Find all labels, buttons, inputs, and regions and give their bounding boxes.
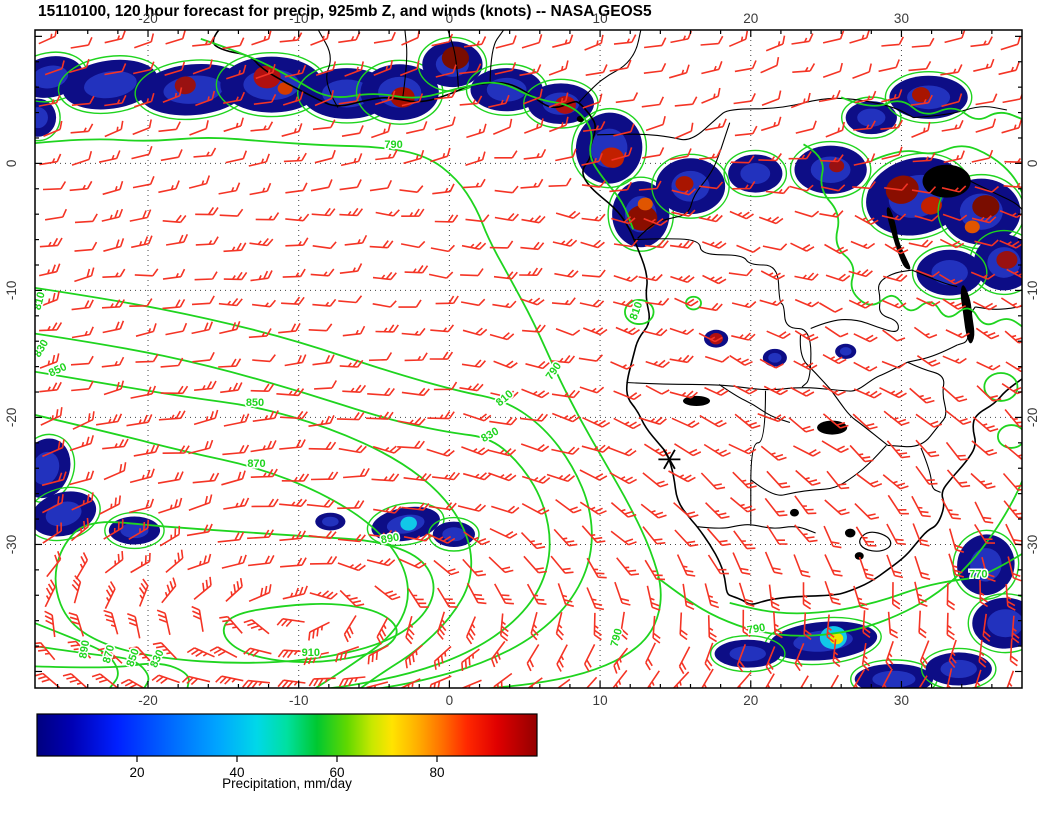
country-border xyxy=(447,30,459,89)
svg-text:870: 870 xyxy=(247,458,265,470)
country-border xyxy=(402,30,408,99)
country-border xyxy=(750,390,767,525)
colorbar-tick-label: 40 xyxy=(229,765,244,780)
country-border xyxy=(750,445,887,496)
precip-blob xyxy=(709,635,786,673)
svg-text:-20: -20 xyxy=(1025,408,1040,428)
lakes-layer xyxy=(576,115,975,560)
svg-text:790: 790 xyxy=(746,622,766,637)
svg-text:830: 830 xyxy=(148,648,167,670)
svg-text:-20: -20 xyxy=(138,11,158,26)
precip-blob xyxy=(789,140,872,199)
svg-text:890: 890 xyxy=(380,531,400,546)
country-border xyxy=(959,175,1022,211)
svg-text:830: 830 xyxy=(479,425,501,445)
svg-text:-10: -10 xyxy=(289,693,309,708)
precip-blob xyxy=(428,516,480,552)
svg-text:850: 850 xyxy=(246,397,264,409)
svg-text:20: 20 xyxy=(743,11,758,26)
figure-title: 15110100, 120 hour forecast for precip, … xyxy=(38,3,652,20)
precip-blob xyxy=(911,245,988,301)
country-border xyxy=(830,389,889,446)
country-border xyxy=(317,30,339,108)
svg-text:0: 0 xyxy=(446,693,454,708)
svg-text:790: 790 xyxy=(609,627,625,648)
colorbar-tick-label: 60 xyxy=(329,765,344,780)
precip-blob xyxy=(952,529,1020,600)
precip-blob xyxy=(35,486,101,542)
precip-blob xyxy=(607,176,675,252)
svg-text:-20: -20 xyxy=(138,693,158,708)
colorbar-caption: Precipitation, mm/day xyxy=(222,776,352,791)
precip-blob xyxy=(764,616,882,666)
country-border xyxy=(911,269,958,288)
asterisk-marker xyxy=(658,449,681,470)
country-border xyxy=(718,383,791,424)
precip-blob xyxy=(937,173,1022,250)
svg-text:10: 10 xyxy=(593,693,608,708)
svg-text:810: 810 xyxy=(31,291,47,312)
country-border xyxy=(913,106,1008,119)
plot-frame xyxy=(34,29,1023,689)
svg-text:30: 30 xyxy=(894,693,909,708)
colorbar-tick-label: 20 xyxy=(129,765,144,780)
country-border xyxy=(810,269,913,332)
precip-blob xyxy=(920,647,997,688)
country-border xyxy=(626,381,831,391)
country-border xyxy=(489,30,505,83)
country-border xyxy=(799,334,832,390)
svg-text:0: 0 xyxy=(446,11,454,26)
svg-text:10: 10 xyxy=(593,11,608,26)
precip-blob xyxy=(850,659,938,688)
precip-blob xyxy=(35,433,76,503)
precip-blob xyxy=(835,343,857,360)
precip-blob xyxy=(704,329,729,348)
svg-text:-20: -20 xyxy=(4,408,19,428)
precip-blob xyxy=(57,55,163,115)
svg-text:890: 890 xyxy=(77,639,92,659)
country-border xyxy=(597,97,914,141)
svg-text:-10: -10 xyxy=(4,281,19,301)
country-border xyxy=(697,524,816,534)
svg-text:790: 790 xyxy=(544,360,564,382)
country-border xyxy=(920,447,941,493)
country-border xyxy=(578,30,642,103)
height-contours-layer xyxy=(35,38,1022,688)
svg-text:910: 910 xyxy=(302,647,320,659)
country-border xyxy=(907,344,958,363)
country-border xyxy=(887,361,947,448)
precip-blob xyxy=(134,59,253,121)
precip-blob xyxy=(104,511,165,550)
svg-text:790: 790 xyxy=(384,139,402,151)
wind-barbs-layer xyxy=(35,30,1022,688)
svg-text:20: 20 xyxy=(743,693,758,708)
svg-text:-10: -10 xyxy=(289,11,309,26)
svg-text:0: 0 xyxy=(1025,160,1040,168)
country-border xyxy=(830,361,908,392)
axes-layer: -20 -20 -10 -10 0 0 10 10 20 20 30 30 0 0 -10 -10 -20 -20… xyxy=(4,11,1040,708)
colorbar-gradient xyxy=(36,713,538,757)
precip-blob xyxy=(967,593,1022,654)
svg-text:770: 770 xyxy=(969,569,987,581)
country-border xyxy=(634,238,812,388)
precip-blob xyxy=(651,153,730,219)
svg-text:-30: -30 xyxy=(4,535,19,555)
svg-text:-10: -10 xyxy=(1025,281,1040,301)
colorbar: 20 40 60 80 xyxy=(36,713,538,780)
svg-text:870: 870 xyxy=(101,644,117,665)
precip-blob xyxy=(723,149,788,198)
precip-blob xyxy=(762,348,787,367)
svg-text:0: 0 xyxy=(4,160,19,168)
colorbar-tick-label: 80 xyxy=(429,765,444,780)
country-border xyxy=(859,531,892,552)
precip-blob xyxy=(315,512,346,531)
svg-text:-30: -30 xyxy=(1025,535,1040,555)
svg-text:30: 30 xyxy=(894,11,909,26)
